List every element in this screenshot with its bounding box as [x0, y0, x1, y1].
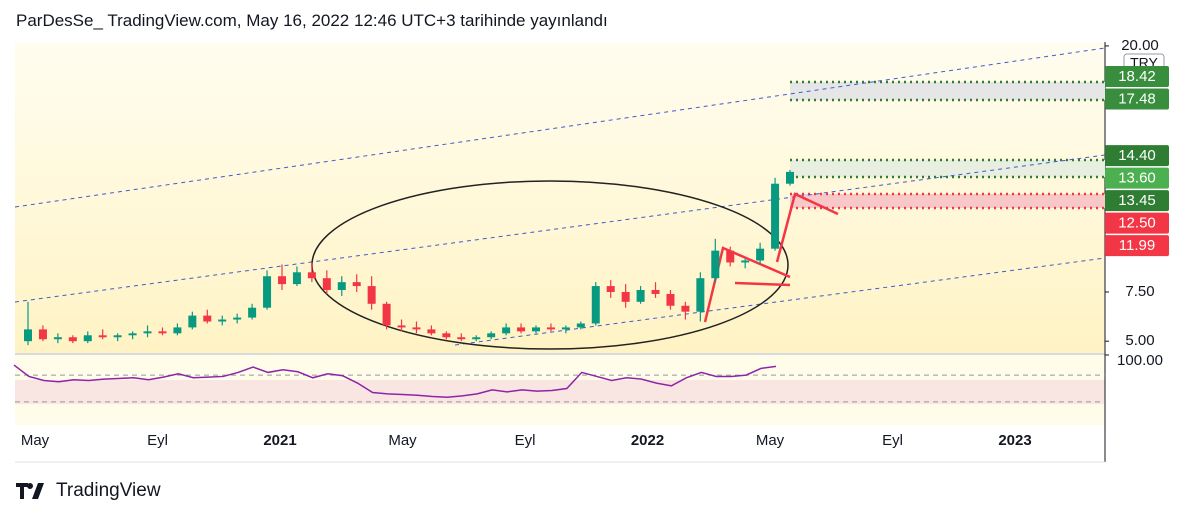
candle-body	[606, 286, 615, 292]
brand: TradingView	[56, 480, 161, 501]
candle-body	[696, 278, 705, 312]
target-zone	[790, 82, 1105, 100]
candle-body	[352, 282, 361, 287]
price-label-box	[1105, 167, 1169, 189]
candle-body	[711, 250, 720, 279]
candle-body	[487, 333, 496, 338]
candle-body	[472, 337, 481, 340]
candle-body	[561, 327, 570, 330]
price-label-box	[1105, 66, 1169, 88]
price-label-box	[1105, 190, 1169, 212]
candle-body	[322, 278, 331, 291]
candle-body	[427, 329, 436, 334]
candle-body	[38, 329, 47, 340]
y-tick-label: 100.00	[1117, 352, 1163, 369]
flag	[775, 192, 839, 263]
x-tick-label: 2021	[263, 432, 296, 449]
target-zone	[790, 160, 1105, 177]
rsi-band-fill	[15, 380, 1105, 404]
candle-body	[218, 319, 227, 322]
pennant	[703, 246, 791, 323]
candle-body	[203, 315, 212, 322]
candle-body	[412, 327, 421, 330]
candle-body	[337, 282, 346, 291]
price-label: 12.50	[1118, 215, 1156, 232]
x-tick-label: May	[21, 432, 50, 449]
candles	[24, 169, 794, 346]
candle-body	[457, 337, 466, 340]
candle-body	[771, 183, 780, 249]
candle-body	[576, 323, 585, 328]
candle-body	[741, 260, 750, 263]
candle-body	[397, 325, 406, 328]
price-label: 17.48	[1118, 91, 1156, 108]
logo	[16, 483, 44, 499]
y-tick-label: 5.00	[1125, 332, 1154, 349]
price-label: 14.40	[1118, 147, 1156, 164]
candle-body	[726, 250, 735, 263]
x-tick-label: Eyl	[515, 432, 536, 449]
candle-body	[636, 290, 645, 302]
candle-body	[53, 337, 62, 340]
candle-body	[382, 303, 391, 326]
price-label-box	[1105, 235, 1169, 257]
candle-body	[173, 327, 182, 334]
price-label-box	[1105, 145, 1169, 167]
candle-body	[591, 286, 600, 324]
candle-body	[143, 331, 152, 334]
candle-body	[517, 327, 526, 332]
price-label: 18.42	[1118, 68, 1156, 85]
candle-body	[532, 327, 540, 332]
candle-body	[442, 333, 451, 338]
trend-line	[454, 257, 1105, 346]
candle-body	[307, 272, 316, 279]
price-label-box	[1105, 212, 1169, 234]
x-tick-label: Eyl	[882, 432, 903, 449]
price-label: 13.60	[1118, 170, 1156, 187]
candle-body	[502, 327, 511, 334]
candle-body	[188, 315, 197, 328]
candle-body	[786, 171, 794, 184]
candle-body	[24, 329, 32, 342]
candle-body	[621, 291, 630, 302]
chart: TRY 20.007.505.0018.4217.4814.4013.6013.…	[13, 37, 1169, 463]
candle-body	[263, 276, 272, 308]
candle-body	[83, 335, 92, 342]
candle-body	[233, 317, 242, 320]
candle-body	[158, 331, 167, 334]
footer: TradingView	[16, 480, 161, 502]
candle-body	[278, 276, 286, 285]
price-label: 11.99	[1119, 237, 1155, 254]
candle-body	[651, 290, 660, 294]
header-title: ParDesSe_ TradingView.com, May 16, 2022 …	[16, 11, 608, 30]
candle-body	[113, 335, 122, 338]
stop-zone	[790, 194, 1105, 208]
candle-body	[546, 327, 555, 330]
candle-body	[367, 286, 376, 304]
x-tick-label: May	[388, 432, 417, 449]
y-tick-label: 7.50	[1125, 283, 1154, 300]
x-tick-label: Eyl	[147, 432, 168, 449]
candle-body	[681, 305, 690, 312]
candle-body	[292, 272, 301, 285]
pennant	[734, 281, 791, 287]
price-label: 13.45	[1118, 192, 1156, 209]
rsi-line	[13, 364, 777, 398]
y-tick-label: 20.00	[1121, 37, 1159, 54]
candle-body	[248, 307, 257, 318]
candle-body	[98, 335, 107, 338]
candle-body	[68, 337, 77, 342]
price-label-box	[1105, 88, 1169, 110]
x-tick-label: May	[756, 432, 785, 449]
candle-body	[128, 333, 137, 336]
x-tick-label: 2022	[631, 432, 664, 449]
candle-body	[756, 248, 765, 261]
drawings	[15, 47, 1105, 350]
x-tick-label: 2023	[998, 432, 1031, 449]
candle-body	[666, 293, 675, 306]
